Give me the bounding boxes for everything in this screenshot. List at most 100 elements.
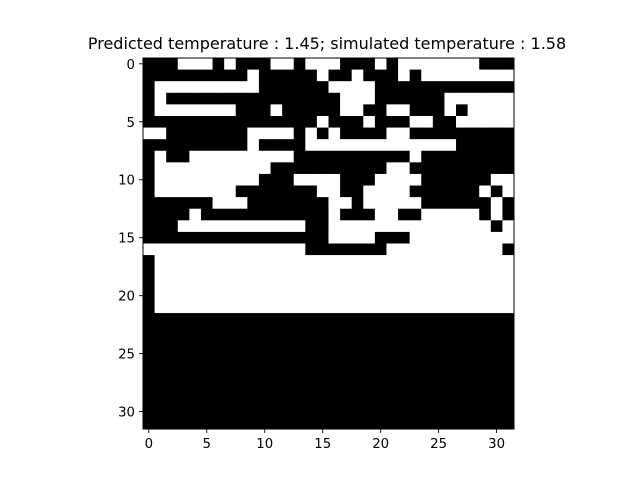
heatmap-cell [467,81,480,94]
heatmap-cell [305,382,318,395]
heatmap-cell [351,243,364,256]
heatmap-cell [143,405,155,418]
heatmap-cell [467,266,480,279]
heatmap-cell [456,324,468,337]
heatmap-cell [351,371,364,383]
heatmap-cell [467,208,480,221]
heatmap-cell [270,405,283,418]
heatmap-cell [328,185,341,198]
heatmap-cell [340,69,353,82]
heatmap-cell [409,185,422,198]
heatmap-cell [456,313,468,326]
heatmap-cell [374,104,387,117]
heatmap-cell [189,185,202,198]
heatmap-cell [479,394,492,407]
heatmap-cell [189,220,202,233]
heatmap-cell [293,208,306,221]
heatmap-cell [200,255,213,268]
heatmap-cell [479,231,492,244]
axes-frame [142,57,515,430]
heatmap-cell [305,220,318,233]
heatmap-cell [490,231,503,244]
heatmap-cell [398,278,411,291]
heatmap-cell [432,313,445,326]
heatmap-cell [374,417,387,430]
heatmap-cell [340,405,353,418]
heatmap-cell [305,139,318,152]
heatmap-cell [282,173,295,186]
heatmap-cell [467,115,480,128]
heatmap-cell [502,58,515,70]
heatmap-cell [293,347,306,360]
heatmap-cell [200,394,213,407]
heatmap-cell [467,162,480,175]
heatmap-cell [421,278,434,291]
heatmap-cell [200,266,213,279]
heatmap-cell [305,92,318,105]
heatmap-cell [224,359,237,372]
heatmap-cell [328,150,341,163]
heatmap-cell [258,150,271,163]
heatmap-cell [340,162,353,175]
heatmap-cell [432,197,445,210]
heatmap-cell [212,359,225,372]
heatmap-cell [386,405,399,418]
heatmap-cell [166,313,179,326]
heatmap-cell [177,382,190,395]
heatmap-cell [224,58,237,70]
heatmap-cell [154,173,167,186]
heatmap-cell [235,278,248,291]
heatmap-cell [340,359,353,372]
heatmap-cell [479,359,492,372]
heatmap-cell [224,405,237,418]
heatmap-cell [189,231,202,244]
heatmap-cell [247,359,260,372]
heatmap-cell [386,255,399,268]
heatmap-cell [328,220,341,233]
heatmap-cell [421,197,434,210]
heatmap-cell [177,162,190,175]
heatmap-cell [293,301,306,314]
heatmap-cell [456,417,468,430]
heatmap-cell [258,197,271,210]
heatmap-cell [502,139,515,152]
heatmap-cell [316,313,329,326]
heatmap-cell [479,127,492,140]
heatmap-cell [328,394,341,407]
heatmap-cell [316,371,329,383]
heatmap-cell [328,347,341,360]
heatmap-cell [143,278,155,291]
heatmap-cell [374,324,387,337]
heatmap-cell [479,185,492,198]
heatmap-cell [351,324,364,337]
heatmap-cell [432,185,445,198]
heatmap-cell [328,289,341,302]
heatmap-cell [456,173,468,186]
heatmap-cell [351,255,364,268]
heatmap-cell [200,150,213,163]
heatmap-cell [154,185,167,198]
heatmap-cell [293,359,306,372]
heatmap-cell [340,301,353,314]
heatmap-cell [502,336,515,349]
heatmap-cell [479,371,492,383]
heatmap-cell [421,324,434,337]
heatmap-cell [282,220,295,233]
heatmap-cell [363,69,376,82]
heatmap-cell [409,104,422,117]
heatmap-cell [258,266,271,279]
heatmap-cell [351,208,364,221]
heatmap-cell [270,336,283,349]
heatmap-cell [235,127,248,140]
heatmap-cell [200,347,213,360]
heatmap-cell [247,266,260,279]
heatmap-cell [154,324,167,337]
heatmap-cell [340,336,353,349]
heatmap-cell [247,173,260,186]
heatmap-cell [154,104,167,117]
heatmap-cell [154,92,167,105]
heatmap-cell [398,405,411,418]
heatmap-cell [293,69,306,82]
heatmap-cell [224,266,237,279]
heatmap-cell [374,220,387,233]
